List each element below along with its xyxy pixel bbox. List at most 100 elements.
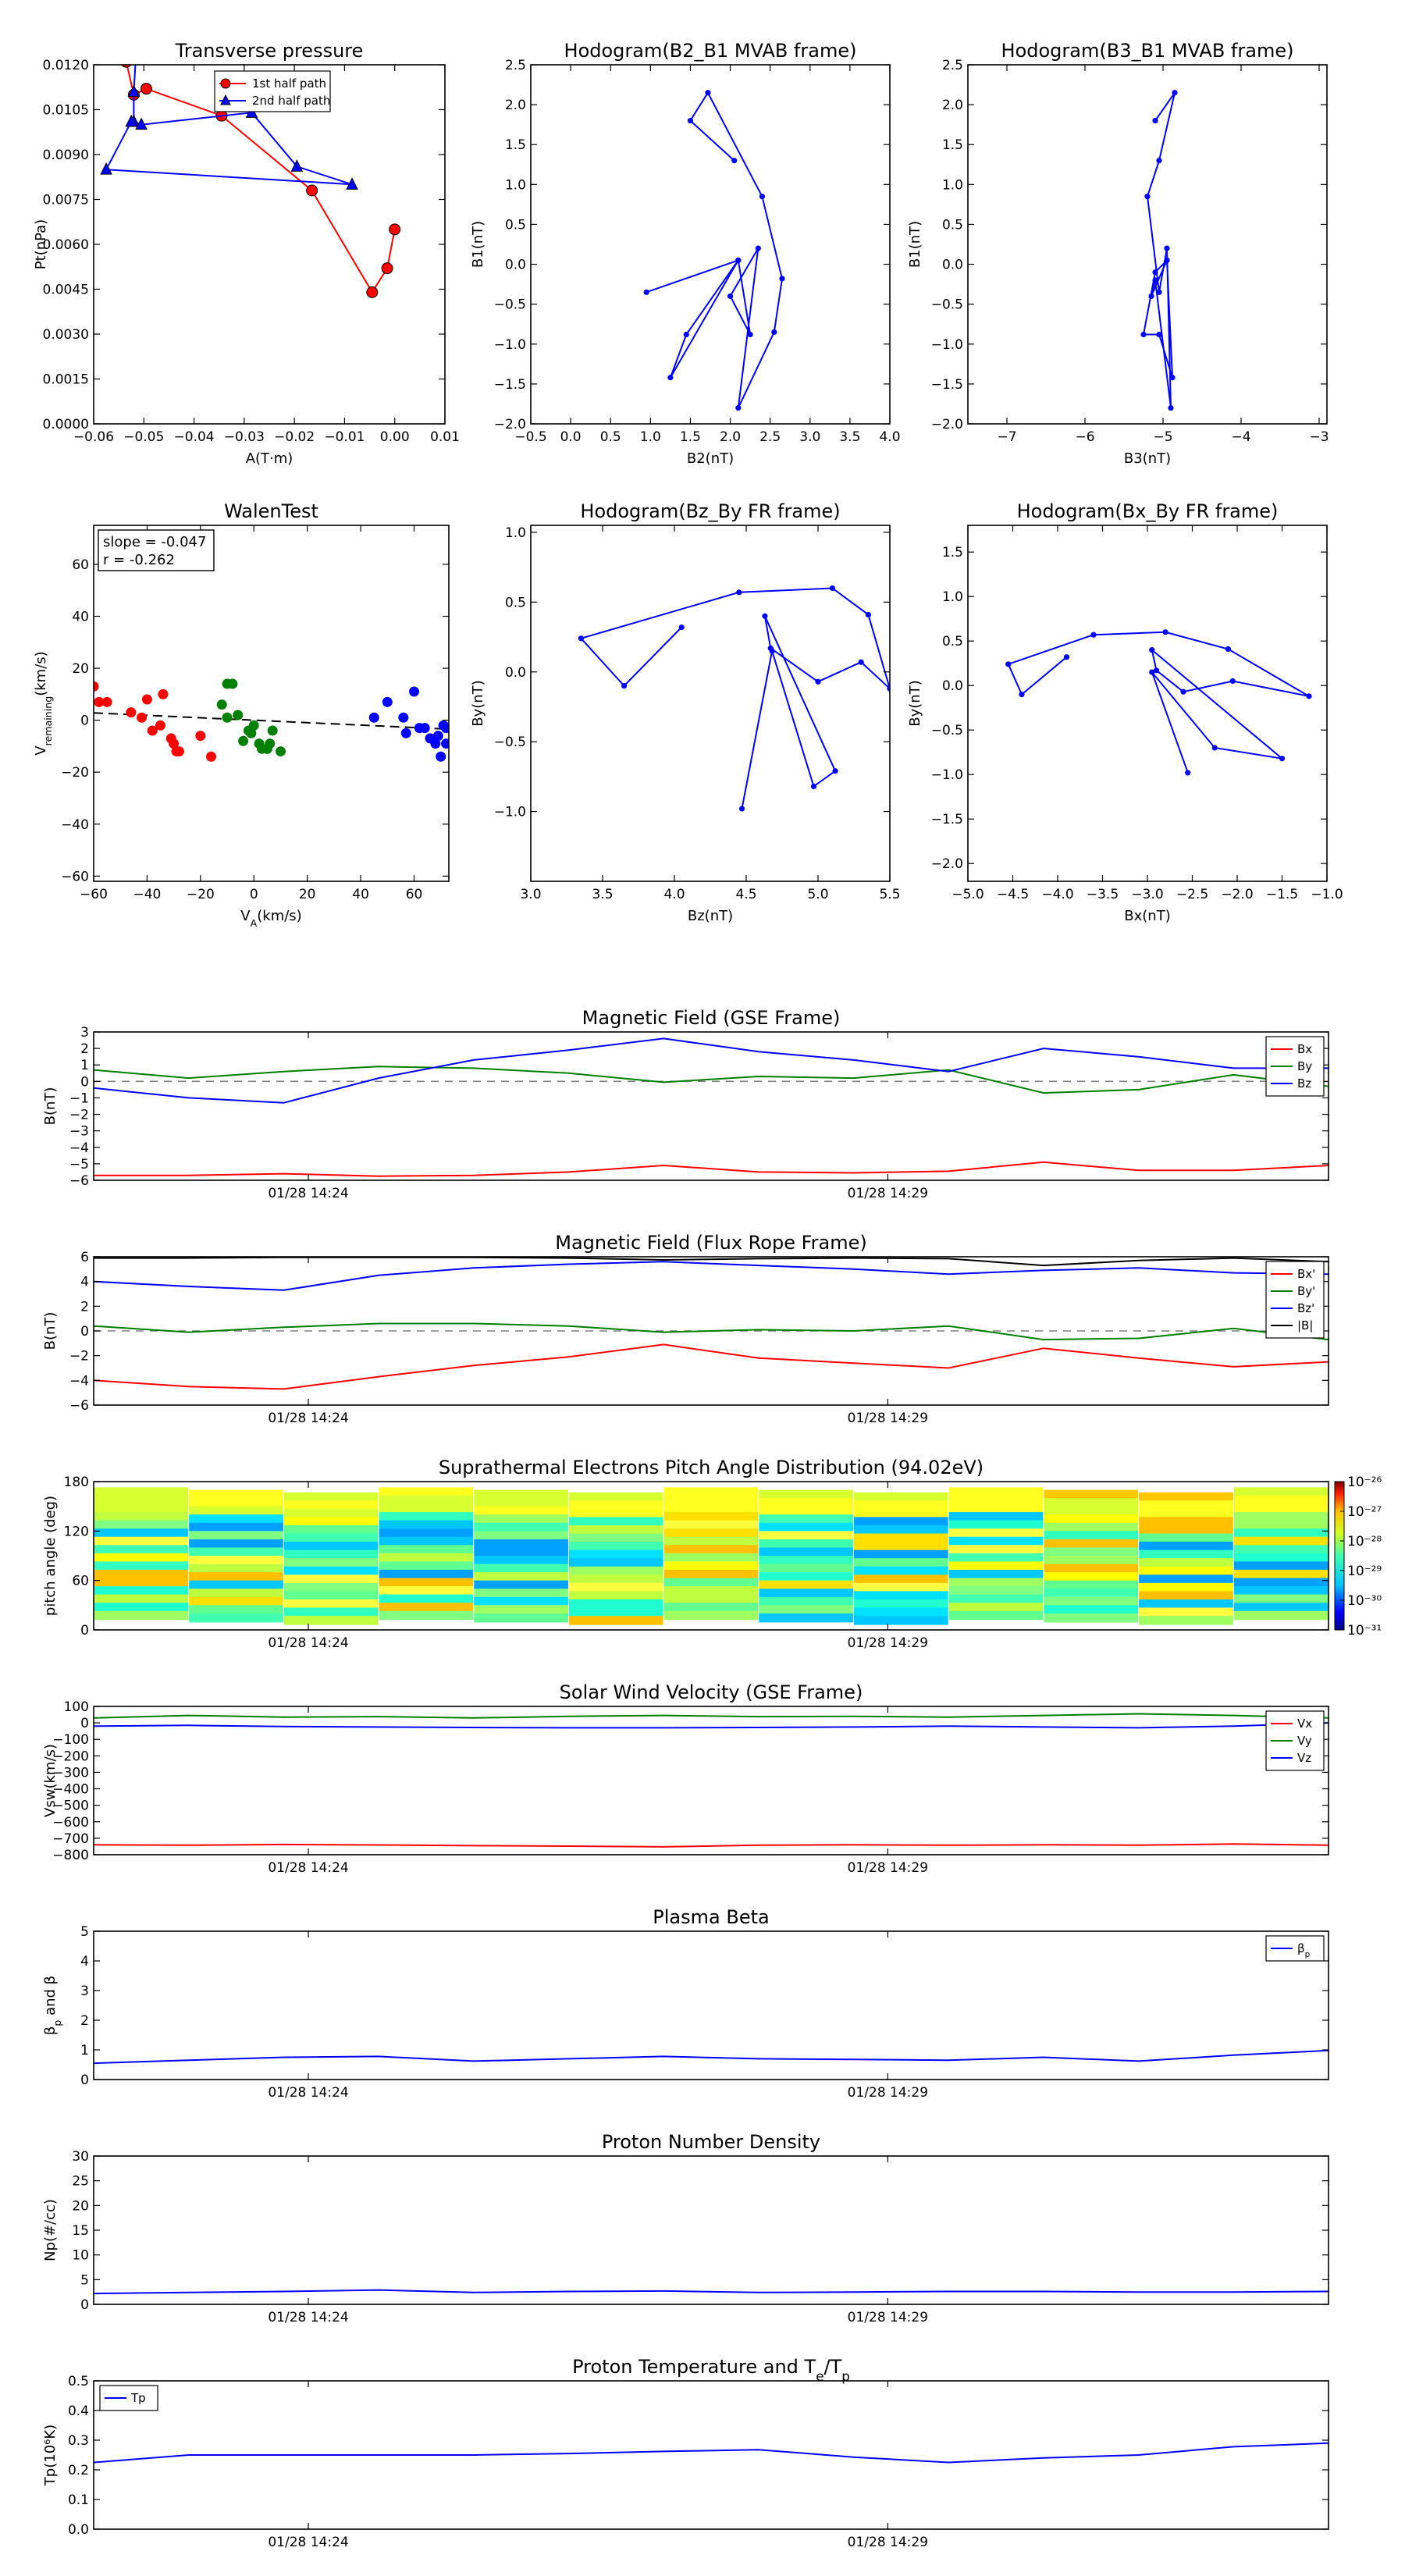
heatmap-cell <box>379 1553 474 1563</box>
y-tick-label: 0 <box>80 1324 89 1340</box>
x-axis-label: Bx(nT) <box>1124 908 1170 924</box>
heatmap-cell <box>759 1605 854 1614</box>
y-tick-label: 1.5 <box>505 137 526 153</box>
heatmap-cell <box>474 1531 568 1540</box>
heatmap-cell <box>1044 1613 1139 1623</box>
heatmap-cell <box>283 1533 379 1543</box>
x-tick-label: 01/28 14:24 <box>268 1186 348 1201</box>
panel-h1: −0.5 0.0 0.5 1.0 1.5 2.0 2.5 3.0 3.5 4.0 −2.0 −1.5 −… <box>470 40 901 467</box>
heatmap-cell <box>94 1586 189 1596</box>
legend-label: βp <box>1297 1941 1311 1959</box>
x-tick-label: −0.03 <box>224 429 265 445</box>
heatmap-cell <box>948 1503 1044 1514</box>
heatmap-cell <box>759 1613 854 1623</box>
y-tick-label: 1.0 <box>505 525 526 541</box>
heatmap-cell <box>283 1607 379 1617</box>
data-point <box>141 694 152 705</box>
y-axis-label: Tp(10⁶K) <box>42 2425 59 2486</box>
panel-title: Proton Number Density <box>602 2131 820 2153</box>
x-tick-label: 0.0 <box>560 429 582 445</box>
panel-title: Solar Wind Velocity (GSE Frame) <box>560 1681 863 1703</box>
data-point <box>441 723 449 734</box>
heatmap-cell <box>948 1553 1044 1563</box>
y-tick-label: 0.0120 <box>43 58 89 73</box>
plot-frame <box>93 1706 1329 1856</box>
y-tick-label: −1.5 <box>931 377 963 393</box>
y-tick-label: 20 <box>72 2198 89 2214</box>
legend-label: Tp <box>130 2391 146 2405</box>
x-tick-label: −0.01 <box>324 429 365 445</box>
heatmap-cell <box>568 1508 663 1518</box>
data-point <box>100 162 112 175</box>
y-tick-label: 0.0 <box>942 678 963 694</box>
x-tick-label: 2.0 <box>720 429 741 445</box>
y-tick-label: −600 <box>52 1815 89 1831</box>
heatmap-cell <box>94 1553 189 1563</box>
x-axis-label: B3(nT) <box>1124 450 1171 467</box>
heatmap-cell <box>854 1599 948 1609</box>
y-tick-label: 0.0060 <box>43 237 89 253</box>
y-tick-label: 0 <box>80 1074 89 1090</box>
heatmap-cell <box>474 1556 568 1565</box>
panel-h4: −5.0 −4.5 −4.0 −3.5 −3.0 −2.5 −2.0 −1.5 −1.0 −2.0… <box>907 500 1343 924</box>
heatmap-cell <box>474 1547 568 1557</box>
heatmap-cell <box>1139 1517 1233 1526</box>
y-tick-label: −1 <box>69 1091 89 1106</box>
data-point <box>94 681 99 692</box>
heatmap-cell <box>663 1586 759 1596</box>
y-tick-label: −2 <box>69 1108 89 1123</box>
x-tick-label: −3 <box>1309 429 1329 445</box>
y-axis-label: βp and β <box>42 1976 63 2035</box>
heatmap-cell <box>1139 1566 1233 1576</box>
y-tick-label: 100 <box>64 1699 89 1715</box>
data-point <box>275 746 286 757</box>
series-line-By' <box>94 1322 1329 1341</box>
data-point <box>169 738 180 749</box>
data-point <box>216 699 227 710</box>
data-point <box>735 404 742 411</box>
heatmap-cell <box>854 1550 948 1560</box>
heatmap-cell <box>663 1545 759 1554</box>
plot-area <box>94 1037 1329 1177</box>
data-point <box>389 223 401 236</box>
heatmap-cell <box>568 1550 663 1560</box>
series-line-Bz' <box>94 1261 1329 1291</box>
heatmap-cell <box>474 1506 568 1516</box>
data-point <box>1152 117 1158 124</box>
data-point <box>829 585 835 592</box>
y-tick-label: 60 <box>72 1574 89 1589</box>
x-tick-label: −2.5 <box>1176 887 1208 902</box>
x-tick-label: 01/28 14:29 <box>848 2535 928 2550</box>
y-axis-label: By(nT) <box>470 680 486 726</box>
legend-label: By <box>1297 1059 1312 1073</box>
x-tick-label: −60 <box>80 887 108 902</box>
y-tick-label: 1.0 <box>505 177 526 193</box>
y-tick-label: −1.0 <box>931 337 963 353</box>
data-point <box>738 806 745 812</box>
heatmap-cell <box>1139 1542 1233 1551</box>
y-tick-label: 3 <box>80 1025 89 1041</box>
colorbar-label: 10⁻²⁸ <box>1347 1534 1382 1550</box>
legend-marker <box>220 94 231 105</box>
heatmap-cell <box>759 1580 854 1590</box>
heatmap-cell <box>94 1578 189 1588</box>
panel-title: Magnetic Field (Flux Rope Frame) <box>555 1232 866 1254</box>
heatmap-cell <box>663 1520 759 1530</box>
y-tick-label: 25 <box>72 2174 89 2190</box>
heatmap-cell <box>568 1525 663 1535</box>
heatmap-cell <box>1233 1578 1329 1588</box>
x-tick-label: −6 <box>1075 429 1094 445</box>
plot-area <box>1140 90 1178 411</box>
heatmap-cell <box>1233 1528 1329 1538</box>
heatmap-cell <box>568 1517 663 1526</box>
heatmap-cell <box>94 1487 189 1496</box>
panel-title: Suprathermal Electrons Pitch Angle Distr… <box>439 1457 984 1478</box>
heatmap-cell <box>283 1574 379 1584</box>
heatmap-cell <box>283 1582 379 1592</box>
y-axis-label: By(nT) <box>907 680 923 726</box>
y-tick-label: −500 <box>52 1799 89 1814</box>
y-tick-label: 120 <box>64 1524 89 1539</box>
x-tick-label: 4.0 <box>879 429 900 445</box>
legend-box <box>1265 1710 1325 1771</box>
data-point <box>779 276 785 282</box>
